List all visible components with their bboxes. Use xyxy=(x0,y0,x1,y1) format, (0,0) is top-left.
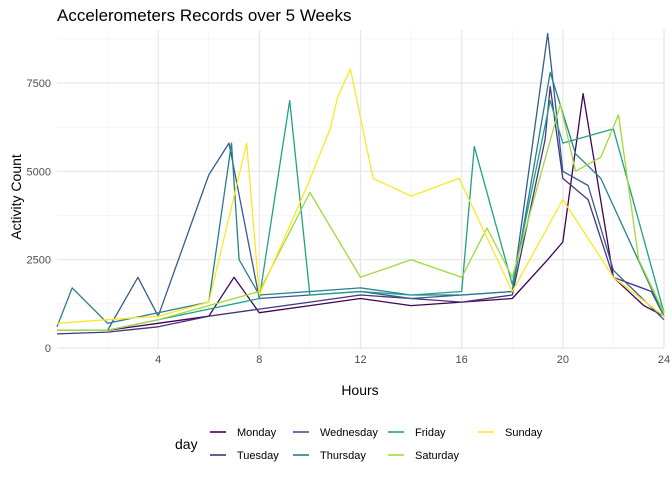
x-axis-label: Hours xyxy=(341,382,378,398)
x-tick-label: 8 xyxy=(256,354,262,366)
y-tick-label: 2500 xyxy=(27,255,51,267)
y-tick-label: 7500 xyxy=(27,78,51,90)
series-line-monday xyxy=(57,92,665,331)
legend-item-wednesday: Wednesday xyxy=(293,427,378,439)
grid xyxy=(57,30,665,349)
legend-item-tuesday: Tuesday xyxy=(210,450,279,462)
y-axis-label: Activity Count xyxy=(8,154,24,240)
y-tick-label: 0 xyxy=(45,343,51,355)
series-line-sunday xyxy=(56,68,665,324)
legend-item-friday: Friday xyxy=(388,427,446,439)
series-line-friday xyxy=(57,100,665,331)
legend-item-monday: Monday xyxy=(210,427,277,439)
x-tick-label: 20 xyxy=(557,354,569,366)
legend-item-saturday: Saturday xyxy=(388,450,460,462)
legend-label: Thursday xyxy=(320,450,366,462)
series-line-saturday xyxy=(57,103,665,331)
axis-ticks: 4 8 12 16 20 24 0 2500 5000 7500 xyxy=(27,78,671,366)
legend-label: Saturday xyxy=(415,450,460,462)
chart-title: Accelerometers Records over 5 Weeks xyxy=(57,6,351,25)
legend-title: day xyxy=(175,436,198,452)
legend-label: Sunday xyxy=(505,427,543,439)
series-line-tuesday xyxy=(56,85,665,335)
x-tick-label: 24 xyxy=(658,354,670,366)
x-tick-label: 16 xyxy=(456,354,468,366)
legend-label: Monday xyxy=(237,427,277,439)
y-tick-label: 5000 xyxy=(27,166,51,178)
legend-label: Friday xyxy=(415,427,446,439)
legend-label: Wednesday xyxy=(320,427,378,439)
series-lines xyxy=(56,32,665,335)
legend-item-thursday: Thursday xyxy=(293,450,366,462)
legend: day Monday Tuesday Wednesday Thursday Friday… xyxy=(175,427,543,462)
legend-item-sunday: Sunday xyxy=(478,427,543,439)
x-tick-label: 4 xyxy=(155,354,161,366)
x-tick-label: 12 xyxy=(354,354,366,366)
legend-label: Tuesday xyxy=(237,450,279,462)
